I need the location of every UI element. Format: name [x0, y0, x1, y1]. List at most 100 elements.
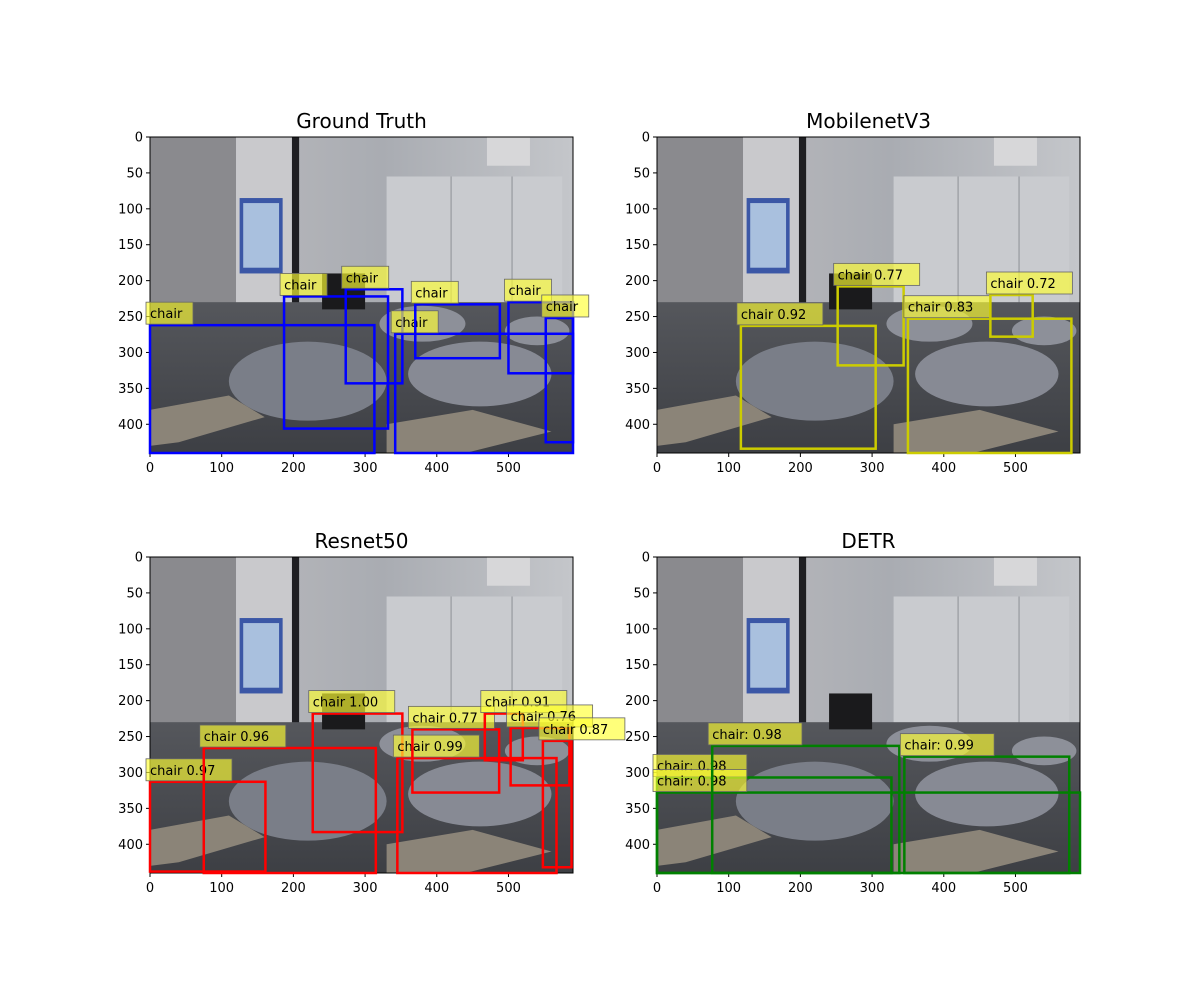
bounding-box — [148, 323, 376, 455]
y-tick-label: 300 — [625, 766, 650, 781]
box-label: chair 0.83 — [908, 301, 973, 316]
bounding-box — [202, 746, 378, 875]
y-tick-label: 200 — [625, 694, 650, 709]
x-tick-label: 100 — [716, 461, 741, 476]
bounding-box — [414, 303, 502, 360]
box-label-bg — [985, 271, 1073, 295]
box-label-bg — [410, 280, 459, 304]
x-tick-label: 200 — [788, 461, 813, 476]
box-label: chair 0.92 — [741, 308, 806, 323]
panel-title: MobilenetV3 — [806, 109, 931, 133]
x-tick-label: 0 — [653, 881, 661, 896]
y-tick-label: 400 — [118, 838, 143, 853]
x-tick-label: 200 — [788, 881, 813, 896]
box-label-bg — [408, 705, 495, 729]
box-label-bg — [833, 262, 921, 286]
y-tick-label: 400 — [625, 838, 650, 853]
box-label: chair: 0.98 — [712, 728, 782, 743]
y-tick-label: 50 — [126, 586, 143, 601]
y-tick-label: 350 — [118, 802, 143, 817]
y-tick-label: 150 — [118, 658, 143, 673]
bounding-box — [396, 756, 558, 875]
y-tick-label: 200 — [625, 274, 650, 289]
y-tick-label: 100 — [118, 202, 143, 217]
y-tick-label: 200 — [118, 694, 143, 709]
box-label-bg — [279, 273, 328, 296]
box-label-bg — [341, 265, 390, 289]
x-tick-label: 100 — [209, 881, 234, 896]
classroom-image — [656, 556, 1081, 874]
bounding-box — [903, 755, 1071, 875]
box-label: chair 0.72 — [990, 277, 1055, 292]
axes-frame — [656, 136, 1081, 454]
box-label: chair 0.77 — [412, 711, 477, 726]
bounding-box — [836, 285, 905, 367]
box-label-bg — [504, 278, 552, 302]
box-label-bg — [899, 733, 995, 757]
x-tick-label: 300 — [353, 461, 378, 476]
x-tick-label: 500 — [1003, 461, 1028, 476]
y-tick-label: 150 — [625, 658, 650, 673]
y-tick-label: 350 — [625, 802, 650, 817]
x-tick-label: 500 — [496, 461, 521, 476]
bounding-box — [541, 739, 573, 869]
y-tick-label: 50 — [126, 166, 143, 181]
y-tick-label: 250 — [118, 310, 143, 325]
x-tick-label: 100 — [209, 461, 234, 476]
y-tick-label: 400 — [118, 418, 143, 433]
y-tick-label: 0 — [135, 551, 143, 566]
panel-0: Ground Truth 0 100 200 300 400 500 0 50 100 150 200… — [118, 109, 590, 476]
y-tick-label: 300 — [118, 346, 143, 361]
box-label: chair 0.77 — [838, 268, 903, 283]
x-tick-label: 500 — [496, 881, 521, 896]
bounding-box — [148, 780, 267, 873]
y-tick-label: 250 — [118, 730, 143, 745]
x-tick-label: 400 — [424, 461, 449, 476]
x-tick-label: 0 — [146, 461, 154, 476]
x-tick-label: 400 — [931, 881, 956, 896]
box-label: chair: 0.99 — [904, 739, 974, 754]
x-tick-label: 500 — [1003, 881, 1028, 896]
y-tick-label: 100 — [118, 622, 143, 637]
y-tick-label: 100 — [625, 622, 650, 637]
x-tick-label: 200 — [281, 881, 306, 896]
bounding-box — [989, 293, 1034, 338]
box-label: chair 0.87 — [543, 723, 608, 738]
panel-1: MobilenetV3 0 100 200 300 400 500 0 50 100 150 200 2… — [625, 109, 1081, 476]
x-tick-label: 0 — [653, 461, 661, 476]
x-tick-label: 300 — [860, 881, 885, 896]
y-tick-label: 200 — [118, 274, 143, 289]
y-tick-label: 350 — [118, 382, 143, 397]
x-tick-label: 300 — [353, 881, 378, 896]
box-label-bg — [541, 294, 590, 318]
box-label: chair — [150, 307, 183, 322]
x-tick-label: 400 — [931, 461, 956, 476]
bounding-box — [710, 744, 901, 875]
box-label-bg — [652, 769, 748, 792]
y-tick-label: 400 — [625, 418, 650, 433]
box-label-bg — [308, 690, 396, 713]
box-label-bg — [538, 717, 626, 741]
panel-title: DETR — [841, 529, 895, 553]
x-tick-label: 200 — [281, 461, 306, 476]
bounding-box — [739, 324, 877, 450]
box-label: chair: 0.98 — [657, 775, 727, 790]
y-tick-label: 0 — [642, 131, 650, 146]
y-tick-label: 0 — [135, 131, 143, 146]
panel-2: Resnet50 0 100 200 300 400 500 0 50 100 150 200 250 3… — [118, 529, 626, 896]
bounding-box — [282, 295, 390, 430]
y-tick-label: 50 — [633, 586, 650, 601]
box-label-bg — [736, 302, 824, 326]
y-tick-label: 350 — [625, 382, 650, 397]
y-tick-label: 300 — [625, 346, 650, 361]
panel-title: Resnet50 — [315, 529, 409, 553]
box-label: chair 0.97 — [150, 764, 215, 779]
box-label-bg — [145, 758, 233, 782]
box-label-bg — [199, 724, 287, 748]
bounding-box — [311, 712, 404, 834]
box-label: chair — [284, 278, 317, 293]
bounding-box — [344, 288, 404, 385]
x-tick-label: 100 — [716, 881, 741, 896]
box-label-bg — [145, 301, 194, 325]
